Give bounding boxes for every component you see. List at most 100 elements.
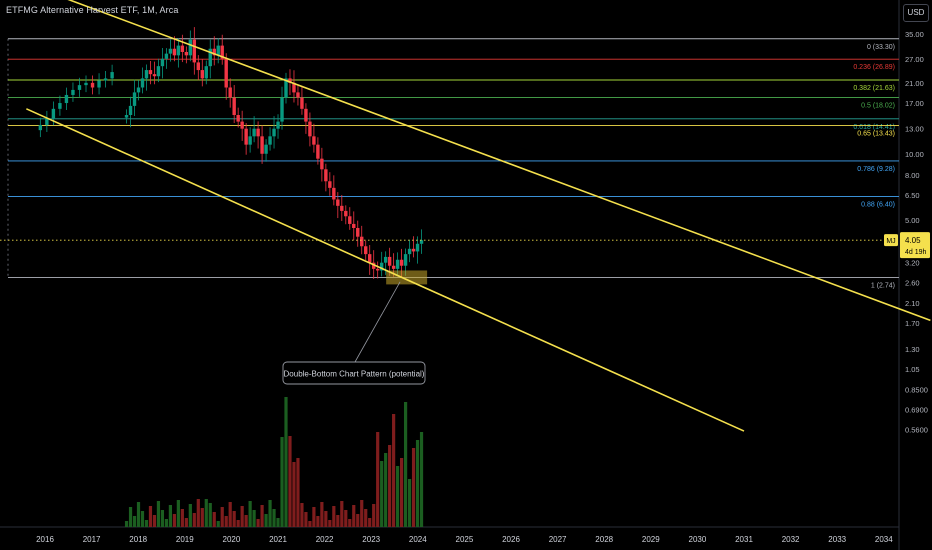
y-tick-label: 21.00 bbox=[905, 79, 924, 88]
candle-body bbox=[375, 268, 380, 271]
volume-bar bbox=[240, 506, 244, 527]
candle-body bbox=[184, 51, 189, 56]
volume-bar bbox=[268, 500, 272, 527]
candle-body bbox=[220, 45, 224, 59]
volume-bar bbox=[288, 436, 292, 527]
fib-level-label: 1 (2.74) bbox=[871, 283, 895, 290]
candle-body bbox=[280, 97, 284, 122]
candle-body bbox=[356, 228, 360, 237]
candle-body bbox=[364, 246, 368, 255]
volume-bar bbox=[128, 507, 133, 527]
currency-button[interactable]: USD bbox=[903, 4, 929, 22]
candle-body bbox=[51, 108, 56, 119]
volume-bar bbox=[248, 501, 252, 527]
volume-bar bbox=[380, 461, 384, 527]
y-tick-label: 5.00 bbox=[905, 216, 920, 225]
fib-level-label: 0.88 (6.40) bbox=[861, 201, 895, 208]
candle-body bbox=[260, 136, 264, 154]
volume-bar bbox=[328, 520, 332, 527]
volume-bar bbox=[272, 509, 276, 527]
volume-bar bbox=[152, 515, 157, 527]
volume-bar bbox=[364, 509, 368, 527]
y-tick-label: 0.6900 bbox=[905, 405, 928, 414]
candle-body bbox=[232, 97, 236, 116]
x-tick-label: 2034 bbox=[875, 535, 893, 544]
y-tick-label: 17.00 bbox=[905, 99, 924, 108]
volume-bar bbox=[399, 458, 404, 527]
candles bbox=[38, 27, 424, 279]
volume-bar bbox=[411, 448, 416, 527]
x-tick-label: 2032 bbox=[782, 535, 800, 544]
candle-body bbox=[144, 70, 149, 79]
x-tick-label: 2029 bbox=[642, 535, 660, 544]
candle-body bbox=[192, 39, 197, 63]
candle-body bbox=[368, 254, 372, 263]
candle-body bbox=[276, 121, 280, 129]
candle-body bbox=[344, 210, 348, 217]
candle-body bbox=[415, 243, 420, 252]
candle-body bbox=[308, 121, 312, 137]
candle-body bbox=[312, 136, 316, 145]
volume-bar bbox=[180, 509, 184, 527]
candle-body bbox=[256, 128, 260, 137]
volume-bar bbox=[356, 514, 360, 527]
volume-bar bbox=[228, 502, 232, 527]
y-tick-label: 0.8500 bbox=[905, 385, 928, 394]
candle-body bbox=[248, 136, 252, 145]
candle-body bbox=[395, 259, 400, 269]
candle-body bbox=[90, 82, 95, 88]
candle-body bbox=[212, 48, 216, 56]
volume-bar bbox=[232, 511, 236, 527]
x-tick-label: 2021 bbox=[269, 535, 287, 544]
candle-body bbox=[352, 223, 356, 229]
candle-body bbox=[204, 66, 208, 79]
candle-body bbox=[379, 262, 384, 271]
fib-level-label: 0.382 (21.63) bbox=[853, 85, 895, 92]
candle-body bbox=[132, 92, 137, 106]
volume-bar bbox=[140, 511, 145, 527]
volume-bar bbox=[256, 519, 260, 527]
price-axis: 35.00 27.00 21.00 17.00 13.00 10.00 8.00 6.50 5.… bbox=[905, 30, 928, 434]
candle-body bbox=[38, 125, 43, 131]
x-tick-label: 2027 bbox=[549, 535, 567, 544]
y-tick-label: 3.20 bbox=[905, 259, 920, 268]
y-tick-label: 13.00 bbox=[905, 125, 924, 134]
price-tag-box bbox=[900, 232, 930, 259]
y-tick-label: 1.70 bbox=[905, 319, 920, 328]
volume-bar bbox=[396, 466, 400, 527]
volume-bar bbox=[292, 462, 296, 527]
volume-bar bbox=[220, 507, 224, 527]
fib-level-label: 0.5 (18.02) bbox=[861, 102, 895, 109]
y-tick-label: 1.30 bbox=[905, 345, 920, 354]
candle-body bbox=[360, 236, 364, 247]
y-tick-label: 6.50 bbox=[905, 191, 920, 200]
volume-bar bbox=[164, 519, 169, 527]
candle-body bbox=[320, 158, 324, 170]
time-axis: 2016 2017 2018 2019 2020 2021 2022 2023 2024 2025… bbox=[36, 535, 893, 544]
volume-bar bbox=[352, 505, 356, 527]
candle-body bbox=[332, 187, 336, 200]
symbol-tag-box bbox=[884, 234, 898, 247]
x-tick-label: 2025 bbox=[456, 535, 474, 544]
x-tick-label: 2023 bbox=[362, 535, 380, 544]
x-tick-label: 2026 bbox=[502, 535, 520, 544]
volume-bar bbox=[280, 437, 284, 527]
candle-body bbox=[340, 205, 344, 211]
trendline-upper bbox=[67, 0, 931, 322]
price-tag-countdown: 4d 19h bbox=[905, 249, 927, 256]
volume-bar bbox=[276, 518, 280, 527]
volume-bar bbox=[160, 510, 165, 527]
candle-body bbox=[391, 265, 396, 269]
candle-body bbox=[200, 70, 204, 79]
candle-body bbox=[172, 48, 177, 56]
volume-bar bbox=[284, 397, 288, 527]
volume-bar bbox=[176, 500, 180, 527]
candle-body bbox=[411, 248, 416, 252]
candle-body bbox=[176, 45, 181, 56]
volume-bar bbox=[360, 500, 364, 527]
x-tick-label: 2020 bbox=[223, 535, 241, 544]
volume-bar bbox=[332, 506, 336, 527]
